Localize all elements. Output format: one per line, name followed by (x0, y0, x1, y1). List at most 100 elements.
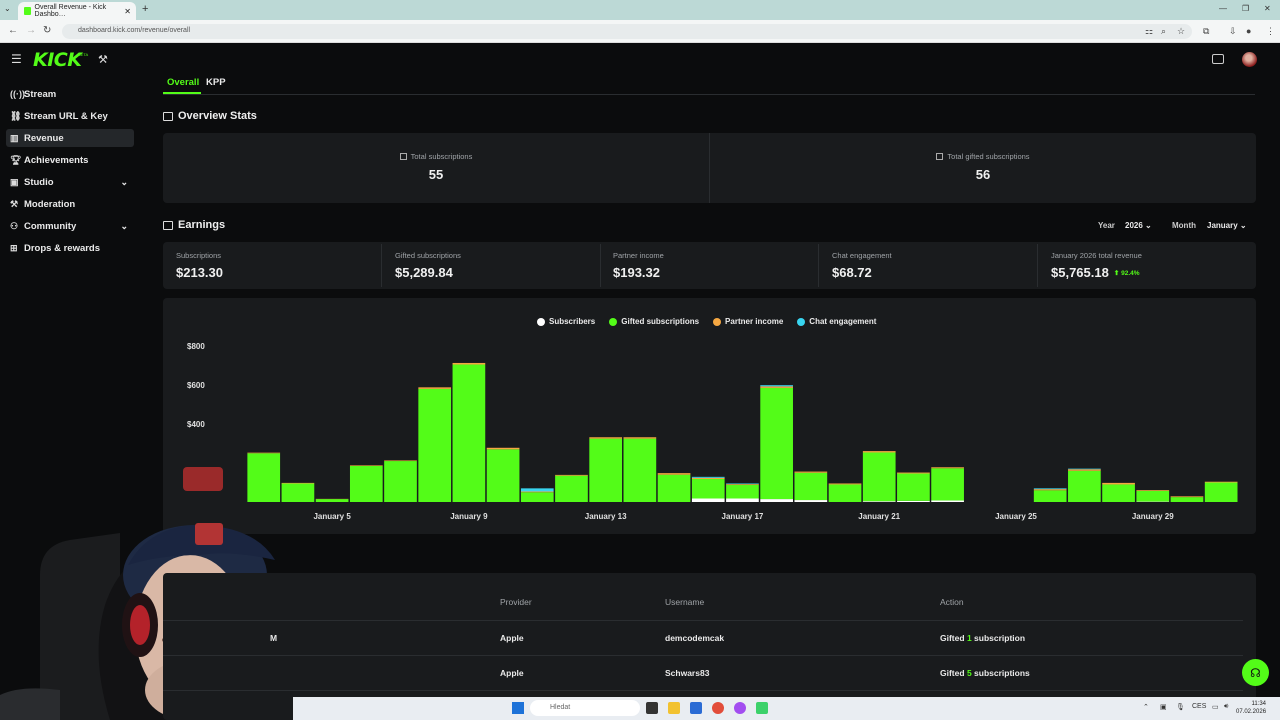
windows-start-icon[interactable] (512, 702, 524, 714)
bar-segment-partner-income[interactable] (1170, 496, 1204, 498)
bar-segment-partner-income[interactable] (726, 484, 759, 485)
taskbar-clock[interactable]: 11:34 07.02.2026 (1236, 700, 1266, 716)
bar-segment-gifted-subscriptions[interactable] (794, 472, 828, 501)
tab-overall[interactable]: Overall (167, 77, 200, 88)
bar-segment-partner-income[interactable] (691, 477, 725, 479)
bar-segment-gifted-subscriptions[interactable] (520, 492, 554, 502)
legend-item-partner[interactable]: Partner income (713, 317, 783, 326)
bar-segment-gifted-subscriptions[interactable] (862, 452, 896, 502)
bar-segment-gifted-subscriptions[interactable] (281, 483, 315, 502)
bar-segment-subscribers[interactable] (691, 498, 725, 502)
sidebar-item-drops-rewards[interactable]: ⊞ Drops & rewards (6, 239, 134, 257)
bar-segment-gifted-subscriptions[interactable] (315, 499, 349, 502)
bar-segment-gifted-subscriptions[interactable] (1170, 497, 1204, 502)
profile-icon[interactable]: ● (1246, 26, 1252, 36)
bar-segment-subscribers[interactable] (726, 498, 759, 502)
forward-icon[interactable]: → (26, 25, 36, 36)
month-select[interactable]: January ⌄ (1207, 221, 1247, 230)
bar-segment-gifted-subscriptions[interactable] (1033, 490, 1067, 502)
bar-segment-gifted-subscriptions[interactable] (760, 387, 793, 500)
sidebar-item-achievements[interactable]: 🏆︎ Achievements (6, 151, 134, 169)
support-chat-button[interactable]: ☊ (1242, 659, 1269, 686)
bar-segment-gifted-subscriptions[interactable] (1204, 482, 1238, 503)
reload-icon[interactable]: ↻ (43, 25, 52, 36)
bar-segment-partner-income[interactable] (486, 447, 520, 450)
bar-segment-gifted-subscriptions[interactable] (623, 438, 657, 502)
bar-segment-gifted-subscriptions[interactable] (349, 465, 383, 502)
translate-icon[interactable]: ⚏ (1145, 26, 1154, 36)
store-icon[interactable] (690, 702, 702, 714)
bar-segment-gifted-subscriptions[interactable] (657, 474, 691, 502)
download-icon[interactable]: ⇩ (1229, 26, 1237, 36)
hammer-icon[interactable]: ⚒ (98, 54, 108, 66)
bar-segment-partner-income[interactable] (1102, 482, 1135, 485)
bar-segment-gifted-subscriptions[interactable] (452, 364, 486, 502)
bar-segment-subscribers[interactable] (794, 500, 828, 502)
bar-segment-partner-income[interactable] (657, 473, 691, 475)
bar-segment-partner-income[interactable] (452, 362, 486, 365)
bar-segment-partner-income[interactable] (1068, 469, 1101, 471)
bar-segment-gifted-subscriptions[interactable] (589, 438, 623, 502)
bar-segment-subscribers[interactable] (931, 500, 964, 502)
extensions-icon[interactable]: ⧉ (1203, 26, 1210, 36)
bar-segment-partner-income[interactable] (555, 474, 588, 476)
hamburger-menu-icon[interactable]: ☰ (11, 52, 22, 66)
sidebar-item-moderation[interactable]: ⚒ Moderation (6, 195, 134, 213)
bar-segment-partner-income[interactable] (828, 483, 862, 485)
tab-search-icon[interactable]: ⌄ (4, 4, 11, 13)
tab-kpp[interactable]: KPP (206, 77, 226, 88)
bar-segment-chat-engagement[interactable] (520, 488, 554, 492)
bar-segment-gifted-subscriptions[interactable] (1102, 484, 1135, 502)
bar-segment-gifted-subscriptions[interactable] (828, 484, 862, 502)
task-view-icon[interactable] (646, 702, 658, 714)
kick-logo[interactable]: KICK (33, 49, 82, 71)
new-tab-button[interactable]: + (142, 3, 149, 15)
bookmark-star-icon[interactable]: ☆ (1177, 26, 1186, 36)
bar-segment-partner-income[interactable] (589, 437, 623, 439)
bar-segment-partner-income[interactable] (794, 471, 828, 473)
bar-segment-gifted-subscriptions[interactable] (384, 461, 417, 502)
bar-segment-gifted-subscriptions[interactable] (555, 475, 588, 502)
file-explorer-icon[interactable] (668, 702, 680, 714)
bar-segment-chat-engagement[interactable] (691, 476, 725, 478)
minimize-icon[interactable]: — (1219, 4, 1227, 13)
bar-segment-subscribers[interactable] (862, 501, 896, 502)
sidebar-item-stream-url-key[interactable]: ⛓ Stream URL & Key (6, 107, 134, 125)
bar-segment-partner-income[interactable] (1136, 490, 1170, 491)
bar-segment-gifted-subscriptions[interactable] (931, 468, 964, 501)
bar-segment-gifted-subscriptions[interactable] (1136, 490, 1170, 502)
bar-segment-chat-engagement[interactable] (1068, 468, 1101, 470)
sidebar-item-community[interactable]: ⚇ Community ⌄ (6, 217, 134, 235)
bar-segment-partner-income[interactable] (247, 452, 281, 454)
bar-segment-chat-engagement[interactable] (1033, 488, 1067, 490)
volume-icon[interactable]: 🔊︎ (1224, 703, 1229, 710)
language-indicator[interactable]: CES (1192, 703, 1207, 710)
back-icon[interactable]: ← (8, 25, 18, 36)
legend-item-chat[interactable]: Chat engagement (797, 317, 876, 326)
year-select[interactable]: 2026 ⌄ (1125, 221, 1152, 230)
bar-segment-partner-income[interactable] (1033, 489, 1067, 491)
app-icon[interactable] (756, 702, 768, 714)
legend-item-subscribers[interactable]: Subscribers (537, 317, 595, 326)
bar-segment-partner-income[interactable] (1204, 481, 1238, 483)
sidebar-item-revenue[interactable]: ▥ Revenue (6, 129, 134, 147)
bar-segment-gifted-subscriptions[interactable] (726, 484, 759, 499)
network-icon[interactable]: ▭ (1212, 704, 1219, 711)
bar-segment-partner-income[interactable] (281, 482, 315, 484)
legend-item-gifted[interactable]: Gifted subscriptions (609, 317, 699, 326)
bar-segment-partner-income[interactable] (862, 451, 896, 453)
discord-icon[interactable] (734, 702, 746, 714)
stream-preview-icon[interactable] (1212, 54, 1224, 64)
bar-segment-subscribers[interactable] (897, 500, 930, 502)
bar-segment-partner-income[interactable] (623, 437, 657, 439)
bar-segment-gifted-subscriptions[interactable] (418, 388, 452, 502)
user-avatar[interactable] (1242, 52, 1257, 67)
close-tab-icon[interactable]: ✕ (124, 6, 131, 16)
tray-app-icon[interactable]: ▣ (1160, 704, 1167, 711)
bar-segment-gifted-subscriptions[interactable] (1068, 470, 1101, 502)
bar-segment-chat-engagement[interactable] (726, 483, 759, 485)
bar-segment-partner-income[interactable] (897, 472, 930, 474)
bar-segment-partner-income[interactable] (931, 467, 964, 469)
bar-segment-partner-income[interactable] (760, 386, 793, 388)
chrome-icon[interactable] (712, 702, 724, 714)
